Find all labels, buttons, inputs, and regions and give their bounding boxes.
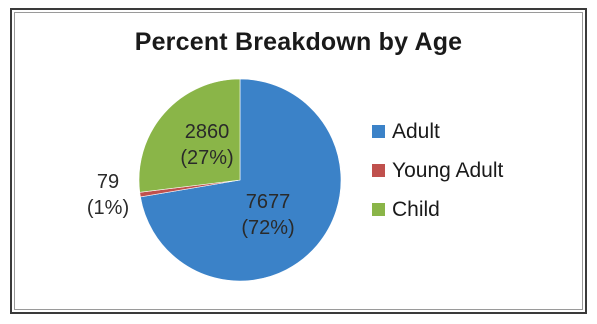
pie-slice-child (138, 78, 241, 193)
data-label-percent-adult: (72%) (241, 217, 294, 239)
legend-swatch-adult (372, 125, 385, 138)
legend-label-young-adult: Young Adult (392, 159, 504, 182)
pie-slice-adult (140, 78, 342, 282)
legend-swatch-young-adult (372, 164, 385, 177)
data-label-percent-child: (27%) (180, 147, 233, 169)
data-label-percent-young-adult: (1%) (87, 197, 129, 219)
chart-title: Percent Breakdown by Age (134, 28, 463, 56)
data-label-value-young-adult: 79 (97, 171, 119, 193)
data-label-value-child: 2860 (185, 121, 230, 143)
legend-swatch-child (372, 203, 385, 216)
legend-label-adult: Adult (392, 120, 440, 143)
legend-label-child: Child (392, 198, 440, 221)
data-label-value-adult: 7677 (246, 191, 291, 213)
